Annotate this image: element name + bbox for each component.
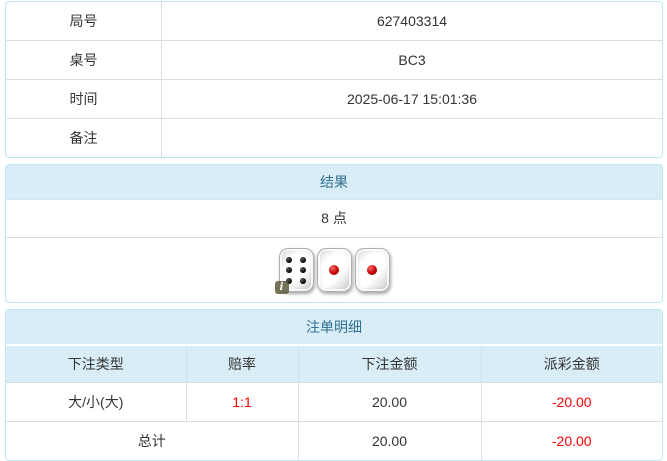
time-value: 2025-06-17 15:01:36: [161, 79, 662, 119]
round-number-value: 627403314: [161, 2, 662, 41]
red-pip: [329, 265, 339, 275]
total-payout-cell: -20.00: [480, 421, 662, 460]
table-id-label: 桌号: [6, 40, 162, 80]
total-row: 总计 20.00 -20.00: [6, 421, 662, 460]
black-pip: [286, 277, 293, 284]
remark-value: [161, 118, 662, 157]
bet-type-cell: 大/小(大): [6, 382, 186, 422]
round-number-label: 局号: [69, 13, 98, 29]
remark-label: 备注: [6, 118, 162, 157]
col-header-bet-type: 下注类型: [6, 344, 186, 383]
bet-odds-cell: 1:1: [185, 382, 298, 422]
total-amount-cell: 20.00: [297, 421, 481, 460]
bet-row: 大/小(大) 1:1 20.00 -20.00: [6, 382, 662, 422]
black-pip: [286, 256, 293, 263]
game-info-panel: 局号 627403314 桌号 BC3 时间 2025-06-17 15:01:…: [5, 1, 663, 158]
time-label: 时间: [6, 79, 162, 119]
bet-details-table: 下注类型 赔率 下注金额 派彩金额 大/小(大) 1:1 20.00 -20.0…: [6, 344, 662, 460]
table-row-remark: 备注: [6, 118, 662, 157]
table-row-round: 局号 627403314: [6, 2, 662, 41]
result-panel-title: 结果: [6, 165, 662, 200]
col-header-payout-amount: 派彩金额: [480, 344, 662, 383]
die-3-value-1: [354, 248, 390, 292]
bet-details-title: 注单明细: [6, 310, 662, 344]
dice-row: i: [6, 238, 662, 302]
black-pip: [299, 277, 306, 284]
total-label-cell: 总计: [6, 421, 298, 460]
black-pip: [299, 256, 306, 263]
red-pip: [367, 265, 377, 275]
result-points: 8 点: [6, 200, 662, 238]
bet-header-row: 下注类型 赔率 下注金额 派彩金额: [6, 344, 662, 383]
black-pip: [286, 267, 293, 273]
die-2-value-1: [316, 248, 352, 292]
bet-payout-cell: -20.00: [480, 382, 662, 422]
col-header-odds: 赔率: [185, 344, 298, 383]
table-row-table-id: 桌号 BC3: [6, 40, 662, 80]
bet-details-panel: 注单明细 下注类型 赔率 下注金额 派彩金额 大/小(大) 1:1 20.00 …: [5, 309, 663, 461]
result-panel: 结果 8 点 i: [5, 164, 663, 303]
black-pip: [299, 267, 306, 273]
info-badge-icon[interactable]: i: [274, 281, 289, 294]
game-info-table: 局号 627403314 桌号 BC3 时间 2025-06-17 15:01:…: [6, 2, 662, 157]
bet-amount-cell: 20.00: [297, 382, 481, 422]
table-row-time: 时间 2025-06-17 15:01:36: [6, 79, 662, 119]
table-id-value: BC3: [161, 40, 662, 80]
die-1-value-6: i: [274, 248, 314, 294]
col-header-bet-amount: 下注金额: [297, 344, 481, 383]
